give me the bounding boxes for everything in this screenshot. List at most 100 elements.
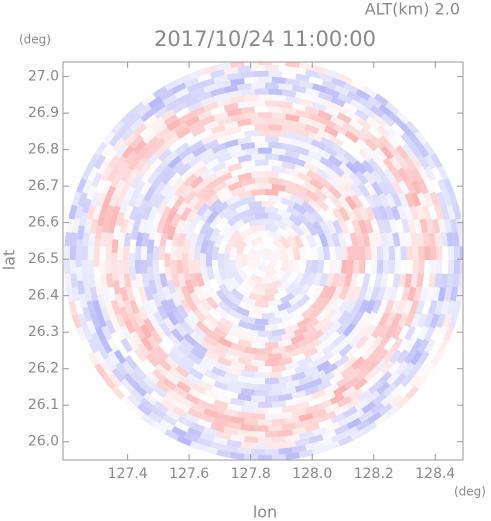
- radar-cell: [317, 110, 333, 121]
- radar-cell: [254, 442, 269, 450]
- radar-cell: [107, 154, 120, 170]
- radar-cell: [197, 399, 213, 410]
- radar-cell: [159, 88, 175, 101]
- radar-cell: [294, 364, 310, 375]
- radar-cell: [243, 346, 259, 355]
- radar-cell: [298, 431, 314, 440]
- radar-cell: [324, 106, 340, 118]
- radar-cell: [240, 106, 255, 115]
- radar-cell: [209, 215, 223, 230]
- radar-cell: [377, 205, 389, 221]
- radar-cell: [166, 388, 182, 401]
- radar-cell: [237, 411, 252, 420]
- radar-cell: [200, 266, 209, 281]
- radar-cell: [298, 116, 314, 126]
- radar-cell: [148, 347, 163, 362]
- radar-cell: [203, 226, 215, 242]
- radar-cell: [327, 154, 343, 168]
- radar-cell: [350, 322, 364, 338]
- radar-cell: [268, 298, 283, 308]
- radar-cell: [174, 183, 188, 198]
- radar-cell: [387, 145, 402, 160]
- radar-cell: [280, 312, 296, 323]
- radar-cell: [310, 296, 324, 311]
- radar-cell: [120, 180, 132, 196]
- radar-cell: [363, 137, 378, 152]
- radar-cell: [215, 289, 229, 304]
- radar-cell: [243, 147, 259, 156]
- radar-cell: [195, 320, 210, 334]
- radar-cell: [105, 273, 114, 288]
- radar-cell: [343, 151, 358, 165]
- radar-cell: [321, 410, 337, 422]
- radar-cell: [294, 164, 310, 175]
- radar-cell: [261, 276, 275, 284]
- radar-cell: [87, 166, 99, 182]
- radar-cell: [183, 432, 199, 443]
- radar-cell: [362, 170, 376, 185]
- radar-cell: [100, 166, 113, 182]
- radar-cell: [110, 299, 121, 315]
- radar-cell: [240, 142, 256, 151]
- radar-cell: [76, 280, 85, 295]
- radar-cell: [374, 273, 383, 288]
- radar-cell: [120, 378, 135, 393]
- radar-cell: [223, 66, 239, 76]
- radar-cell: [295, 73, 311, 82]
- radar-cell: [239, 280, 254, 293]
- radar-cell: [230, 95, 245, 104]
- radar-cell: [206, 178, 221, 191]
- radar-cell: [328, 260, 336, 274]
- radar-cell: [148, 411, 163, 425]
- y-tick-label: 26.1: [28, 397, 59, 413]
- radar-cell: [100, 362, 114, 377]
- radar-cell: [316, 148, 332, 160]
- radar-cell: [390, 383, 405, 398]
- radar-cell: [378, 135, 393, 150]
- radar-cell: [145, 135, 160, 150]
- radar-cell: [265, 248, 274, 256]
- radar-cell: [238, 208, 253, 220]
- radar-cell: [148, 225, 158, 241]
- radar-cell: [278, 83, 293, 91]
- radar-cell: [370, 169, 383, 185]
- radar-cell: [396, 155, 410, 171]
- radar-cell: [106, 167, 119, 183]
- radar-cell: [361, 159, 375, 174]
- radar-cell: [155, 363, 170, 377]
- radar-cell: [290, 175, 306, 187]
- radar-cell: [410, 350, 423, 366]
- radar-cell: [298, 62, 314, 71]
- radar-cell: [229, 246, 238, 260]
- radar-cell: [404, 232, 413, 247]
- radar-cell: [292, 260, 301, 274]
- radar-cell: [398, 232, 407, 247]
- radar-cell: [435, 191, 446, 207]
- radar-cell: [202, 64, 218, 75]
- radar-cell: [303, 347, 319, 359]
- radar-cell: [143, 286, 154, 302]
- radar-cell: [319, 284, 331, 300]
- radar-cell: [276, 280, 291, 293]
- radar-cell: [372, 392, 387, 406]
- radar-cell: [326, 175, 341, 189]
- radar-cell: [384, 180, 397, 195]
- radar-cell: [410, 273, 419, 288]
- radar-cell: [174, 218, 186, 234]
- radar-cell: [352, 245, 360, 260]
- radar-cell: [325, 68, 341, 80]
- radar-cell: [382, 123, 398, 138]
- radar-cell: [384, 299, 395, 315]
- x-tick-label: 128.4: [415, 466, 455, 482]
- radar-cell: [130, 134, 144, 149]
- radar-cell: [176, 246, 184, 260]
- radar-cell: [352, 298, 364, 314]
- radar-cell: [93, 350, 106, 366]
- radar-cell: [265, 64, 279, 72]
- radar-cell: [455, 218, 463, 233]
- radar-cell: [93, 253, 100, 267]
- radar-cell: [380, 113, 396, 127]
- radar-cell: [428, 300, 438, 315]
- radar-cell: [257, 76, 273, 83]
- radar-cell: [384, 205, 395, 221]
